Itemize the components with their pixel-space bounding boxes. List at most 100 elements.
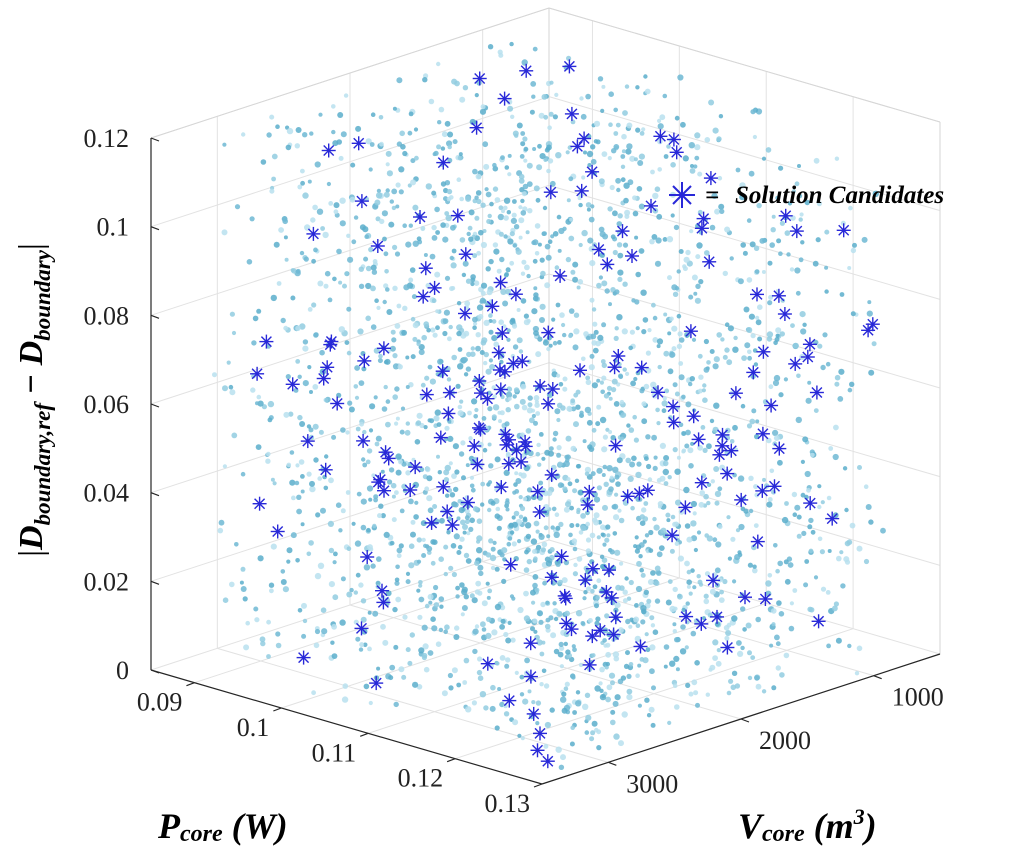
cloud-point <box>476 250 481 256</box>
cloud-point <box>489 364 496 370</box>
cloud-point <box>796 373 801 379</box>
cloud-point <box>462 260 469 267</box>
cloud-point <box>676 455 681 460</box>
cloud-point <box>299 323 306 330</box>
cloud-point <box>586 586 592 592</box>
cloud-point <box>639 514 645 520</box>
cloud-point <box>767 260 773 266</box>
cloud-point <box>617 269 624 276</box>
cloud-point <box>375 216 381 222</box>
cloud-point <box>392 353 398 359</box>
cloud-point <box>358 582 364 588</box>
candidate-point <box>746 365 761 380</box>
cloud-point <box>732 346 739 353</box>
cloud-point <box>414 500 419 505</box>
cloud-point <box>693 164 698 169</box>
cloud-point <box>255 401 259 406</box>
candidate-point <box>518 439 533 454</box>
cloud-point <box>534 587 540 593</box>
cloud-point <box>507 153 512 158</box>
cloud-point <box>550 234 555 239</box>
cloud-point <box>580 513 586 519</box>
cloud-point <box>663 644 670 650</box>
cloud-point <box>355 426 361 432</box>
cloud-point <box>828 446 834 451</box>
cloud-point <box>362 642 368 648</box>
cloud-point <box>531 308 538 315</box>
cloud-point <box>775 327 782 334</box>
cloud-point <box>459 237 466 243</box>
cloud-point <box>459 536 465 542</box>
cloud-point <box>617 252 624 259</box>
cloud-point <box>408 543 415 549</box>
cloud-point <box>800 492 806 498</box>
cloud-point <box>385 162 390 167</box>
cloud-point <box>629 329 636 335</box>
cloud-point <box>702 447 708 453</box>
cloud-point <box>704 250 710 256</box>
cloud-point <box>456 301 462 306</box>
cloud-point <box>731 670 738 676</box>
cloud-point <box>392 394 399 400</box>
cloud-point <box>280 579 287 585</box>
cloud-point <box>410 531 416 538</box>
cloud-point <box>533 330 539 336</box>
candidate-point <box>320 360 335 375</box>
candidate-point <box>602 563 616 578</box>
cloud-point <box>557 248 562 253</box>
cloud-point <box>584 406 592 414</box>
cloud-point <box>326 181 331 187</box>
cloud-point <box>771 622 776 627</box>
cloud-point <box>723 625 730 631</box>
cloud-point <box>545 560 553 567</box>
cloud-point <box>779 331 785 337</box>
cloud-point <box>399 508 405 514</box>
cloud-point <box>740 645 745 651</box>
candidate-point <box>706 573 721 588</box>
cloud-point <box>626 694 633 701</box>
cloud-point <box>843 556 850 563</box>
cloud-point <box>808 548 814 554</box>
cloud-point <box>596 578 602 584</box>
cloud-point <box>463 330 470 337</box>
cloud-point <box>651 434 657 441</box>
cloud-point <box>677 555 685 562</box>
cloud-point <box>653 455 658 460</box>
cloud-point <box>331 434 337 440</box>
cloud-point <box>480 104 486 110</box>
cloud-point <box>637 160 644 166</box>
cloud-point <box>616 221 623 227</box>
cloud-point <box>701 388 707 393</box>
cloud-point <box>496 268 502 274</box>
candidate-point <box>378 445 393 460</box>
cloud-point <box>850 311 856 317</box>
cloud-point <box>817 536 823 542</box>
cloud-point <box>442 318 449 324</box>
cloud-point <box>486 219 492 224</box>
cloud-point <box>523 615 531 622</box>
cloud-point <box>583 150 587 155</box>
cloud-point <box>512 719 519 726</box>
cloud-point <box>566 198 571 203</box>
cloud-point <box>354 540 362 547</box>
cloud-point <box>796 514 802 520</box>
cloud-point <box>226 360 231 365</box>
cloud-point <box>340 131 347 138</box>
cloud-point <box>267 400 275 408</box>
cloud-point <box>222 464 227 469</box>
cloud-point <box>451 78 458 85</box>
cloud-point <box>424 466 431 473</box>
cloud-point <box>266 132 272 138</box>
cloud-point <box>455 585 460 591</box>
cloud-point <box>383 531 390 539</box>
candidate-point <box>666 415 681 430</box>
cloud-point <box>512 344 519 350</box>
cloud-point <box>416 341 421 347</box>
cloud-point <box>747 650 752 656</box>
cloud-point <box>451 667 458 674</box>
cloud-point <box>468 436 473 441</box>
cloud-point <box>498 205 504 211</box>
cloud-point <box>673 224 680 231</box>
cloud-point <box>570 445 577 452</box>
cloud-point <box>798 257 804 263</box>
